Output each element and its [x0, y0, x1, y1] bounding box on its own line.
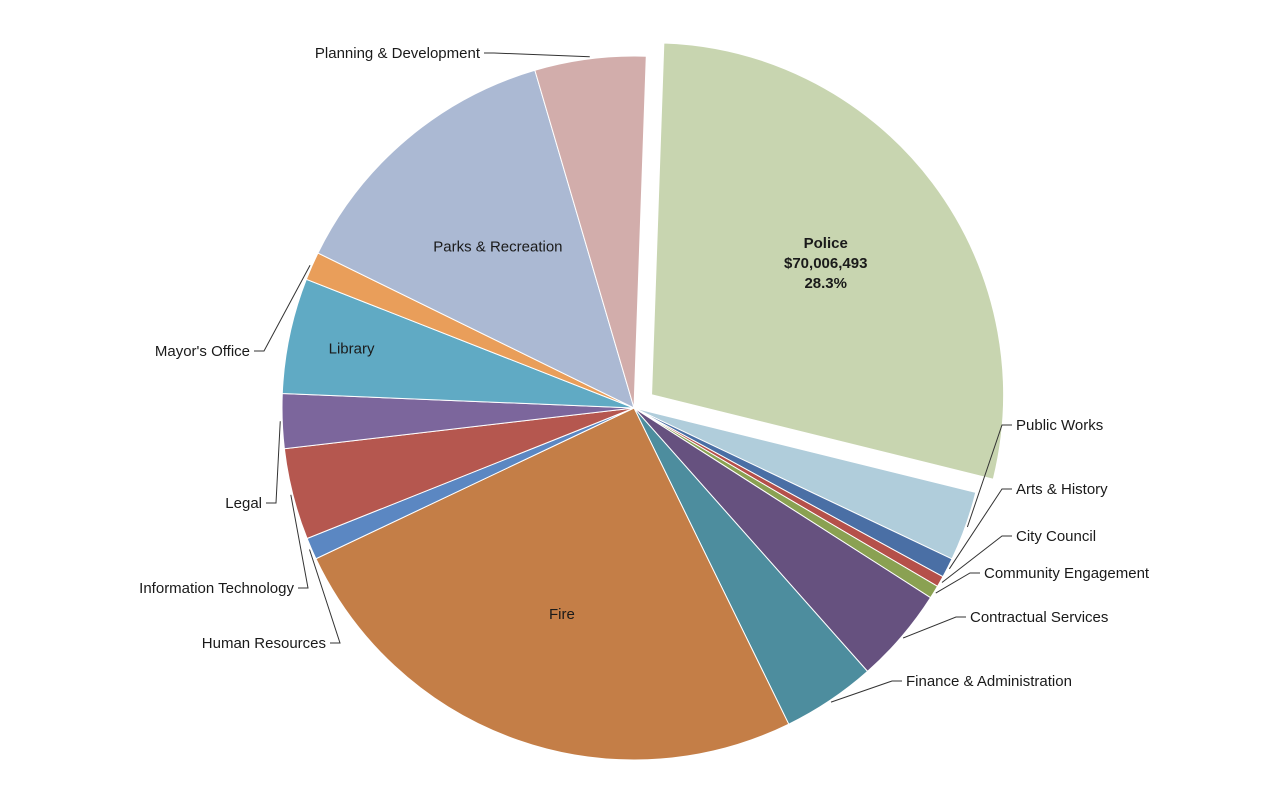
- leader-line-community-engagement: [935, 572, 980, 594]
- leader-line-city-council: [941, 535, 1012, 583]
- slice-label-library: Library: [329, 340, 375, 357]
- slice-planning-and-development[interactable]: [534, 55, 647, 409]
- leader-line-arts-and-history: [948, 488, 1012, 570]
- slice-label-city-council: City Council: [1016, 528, 1096, 545]
- slice-label-community-engagement: Community Engagement: [984, 565, 1150, 582]
- leader-line-human-resources: [309, 549, 341, 644]
- leader-line-information-technology: [290, 494, 309, 589]
- leader-lines: [254, 52, 1012, 703]
- slice-label-planning-and-development: Planning & Development: [315, 45, 481, 62]
- slice-label-public-works: Public Works: [1016, 417, 1103, 434]
- leader-line-public-works: [966, 424, 1012, 528]
- slice-label-human-resources: Human Resources: [202, 635, 326, 652]
- slice-label-parks-and-recreation: Parks & Recreation: [433, 238, 562, 255]
- leader-line-contractual-services: [902, 616, 966, 639]
- slice-label-police: Police $70,006,493 28.3%: [784, 235, 867, 292]
- slice-label-finance-and-administration: Finance & Administration: [906, 673, 1072, 690]
- slice-label-information-technology: Information Technology: [139, 580, 294, 597]
- slice-parks-and-recreation[interactable]: [317, 69, 635, 409]
- leader-line-mayor-s-office: [254, 265, 311, 352]
- leader-line-planning-and-development: [484, 52, 590, 58]
- slice-label-mayor-s-office: Mayor's Office: [155, 343, 250, 360]
- slice-fire[interactable]: [315, 407, 790, 761]
- slice-labels: Police $70,006,493 28.3% Public Works Arts &…: [139, 45, 1150, 690]
- leader-line-legal: [266, 421, 281, 504]
- slice-label-arts-and-history: Arts & History: [1016, 481, 1108, 498]
- slice-label-fire: Fire: [549, 606, 575, 623]
- slice-label-contractual-services: Contractual Services: [970, 609, 1108, 626]
- slice-label-legal: Legal: [225, 495, 262, 512]
- leader-line-finance-and-administration: [830, 680, 902, 703]
- pie-slices: [281, 42, 1004, 761]
- slice-police[interactable]: [651, 42, 1004, 480]
